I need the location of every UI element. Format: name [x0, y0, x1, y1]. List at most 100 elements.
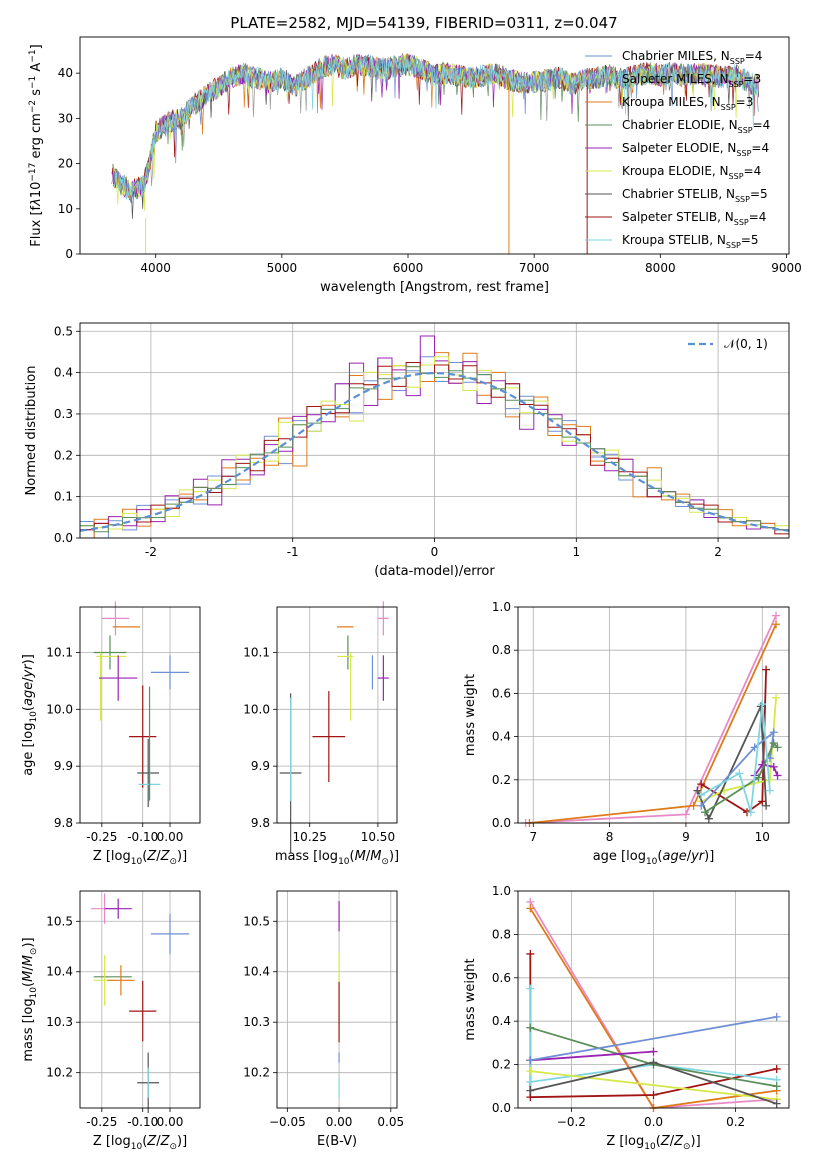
- weight-marker: [526, 1086, 535, 1095]
- x-tick-label: -0.10: [127, 1115, 158, 1129]
- x-tick-label: 8000: [645, 261, 676, 275]
- y-tick-label: 10: [58, 202, 73, 216]
- weight-series: [530, 1070, 777, 1101]
- weight-marker: [526, 1067, 535, 1076]
- weight-marker: [649, 1047, 658, 1056]
- plot-layer: 4000 5000 6000 7000 8000 9000010203040wavelen…: [21, 36, 802, 1152]
- weight-marker: [526, 904, 535, 913]
- weight-marker: [526, 984, 535, 993]
- x-tick-label: 0.0: [644, 1115, 663, 1129]
- weight-marker: [526, 1023, 535, 1032]
- y-tick-label: 0.8: [492, 643, 511, 657]
- y-tick-label: 0.4: [54, 366, 73, 380]
- legend-label: Salpeter STELIB, NSSP=4: [622, 210, 766, 227]
- weight-marker: [772, 693, 781, 702]
- weight-marker: [758, 700, 767, 709]
- x-tick-label: 0.2: [726, 1115, 745, 1129]
- axes-frame: [517, 890, 790, 1109]
- legend-label: Chabrier STELIB, NSSP=5: [622, 187, 768, 204]
- weight-marker: [649, 1058, 658, 1067]
- legend-label: Chabrier ELODIE, NSSP=4: [622, 118, 770, 135]
- weight-series: [700, 669, 767, 814]
- weight-marker: [769, 739, 778, 748]
- y-tick-label: 0.5: [54, 324, 73, 338]
- y-tick-label: 10.0: [46, 702, 73, 716]
- weight-marker: [758, 797, 767, 806]
- y-axis-label: mass weight: [463, 674, 478, 756]
- weight-marker: [689, 801, 698, 810]
- x-tick-label: 1: [572, 545, 580, 559]
- x-tick-label: 0.05: [377, 1115, 404, 1129]
- legend-label: Kroupa STELIB, NSSP=5: [622, 233, 759, 250]
- x-axis-label: wavelength [Angstrom, rest frame]: [320, 280, 549, 295]
- x-tick-label: 0: [431, 545, 439, 559]
- axes-frame: [517, 606, 790, 824]
- weight-marker: [746, 808, 755, 817]
- weight-marker: [772, 1099, 781, 1108]
- legend-label: Salpeter ELODIE, NSSP=4: [622, 141, 769, 158]
- axes-frame: [276, 606, 398, 824]
- spectrum-panel: 4000 5000 6000 7000 8000 9000 0 10 20 30 40 wavelen…: [28, 36, 802, 295]
- y-tick-label: 0.2: [492, 773, 511, 787]
- mass_vs_EBV-panel: −0.05 0.00 0.05 10.2 10.3 10.4 10.5 E(B-V): [243, 890, 404, 1149]
- y-tick-label: 9.8: [54, 816, 73, 830]
- y-tick-label: 10.2: [243, 1066, 270, 1080]
- weight_vs_Z-panel: −0.2 0.0 0.2 0.0 0.2 0.4 0.6 0.8 1.0 Z [log10(Z/Z…: [463, 884, 790, 1152]
- y-tick-label: 10.0: [243, 702, 270, 716]
- x-tick-label: 5000: [267, 261, 298, 275]
- y-axis-label: Flux [fλ10−17 erg cm−2 s−1 A−1]: [28, 44, 44, 246]
- y-tick-label: 10.4: [46, 965, 73, 979]
- histogram-series: [80, 366, 789, 533]
- y-tick-label: 30: [58, 111, 73, 125]
- weight-marker: [526, 1077, 535, 1086]
- weight-series: [530, 1016, 777, 1062]
- residuals-panel: -2 -1 0 1 2 0.0 0.1 0.2 0.3 0.4 0.5 𝒩(0, 1) (data-mo…: [24, 322, 790, 579]
- weight-marker: [765, 786, 774, 795]
- x-axis-label: Z [log10(Z/Z⊙)]: [93, 1134, 187, 1152]
- y-tick-label: 10.1: [46, 645, 73, 659]
- weight-marker: [773, 743, 782, 752]
- y-tick-label: 0.1: [54, 490, 73, 504]
- y-axis-label: age [log10(age/yr)]: [21, 654, 39, 776]
- x-tick-label: -0.25: [86, 1115, 117, 1129]
- weight-marker: [693, 786, 702, 795]
- spectrum-line: [113, 54, 759, 200]
- weight-marker: [769, 728, 778, 737]
- x-tick-label: 10.50: [361, 830, 395, 844]
- y-tick-label: 10.4: [243, 965, 270, 979]
- weight-marker: [681, 810, 690, 819]
- x-tick-label: 2: [714, 545, 722, 559]
- y-tick-label: 0.4: [492, 1014, 511, 1028]
- legend-label: Kroupa MILES, NSSP=3: [622, 95, 753, 112]
- y-tick-label: 9.9: [251, 759, 270, 773]
- weight-series: [525, 615, 777, 824]
- weight-marker: [772, 611, 781, 620]
- x-axis-label: (data-model)/error: [374, 564, 495, 579]
- weight-marker: [772, 1012, 781, 1021]
- normal-curve: [79, 371, 790, 532]
- weight-marker: [701, 808, 710, 817]
- y-tick-label: 0.3: [54, 407, 73, 421]
- x-axis-label: Z [log10(Z/Z⊙)]: [93, 849, 187, 867]
- axes-frame: [276, 890, 398, 1109]
- weight-marker: [762, 801, 771, 810]
- x-tick-label: -1: [287, 545, 299, 559]
- y-tick-label: 0.6: [492, 971, 511, 985]
- x-tick-label: 10: [755, 830, 770, 844]
- x-tick-label: 0.00: [326, 1115, 353, 1129]
- y-tick-label: 0.8: [492, 927, 511, 941]
- axes-frame: [79, 890, 201, 1109]
- weight-marker: [769, 762, 778, 771]
- y-tick-label: 20: [58, 157, 73, 171]
- x-tick-label: −0.05: [269, 1115, 306, 1129]
- weight-marker: [526, 1056, 535, 1065]
- weight-marker: [649, 1090, 658, 1099]
- y-tick-label: 0.2: [54, 448, 73, 462]
- weight-marker: [773, 771, 782, 780]
- age_vs_mass-panel: 10.25 10.50 9.8 9.9 10.0 10.1 mass [log10(M/M⊙…: [243, 601, 399, 867]
- x-axis-label: age [log10(age/yr)]: [593, 849, 715, 867]
- y-axis-label: mass weight: [463, 958, 478, 1040]
- figure-title: PLATE=2582, MJD=54139, FIBERID=0311, z=0…: [230, 14, 617, 32]
- y-tick-label: 1.0: [492, 884, 511, 898]
- weight-marker: [704, 814, 713, 823]
